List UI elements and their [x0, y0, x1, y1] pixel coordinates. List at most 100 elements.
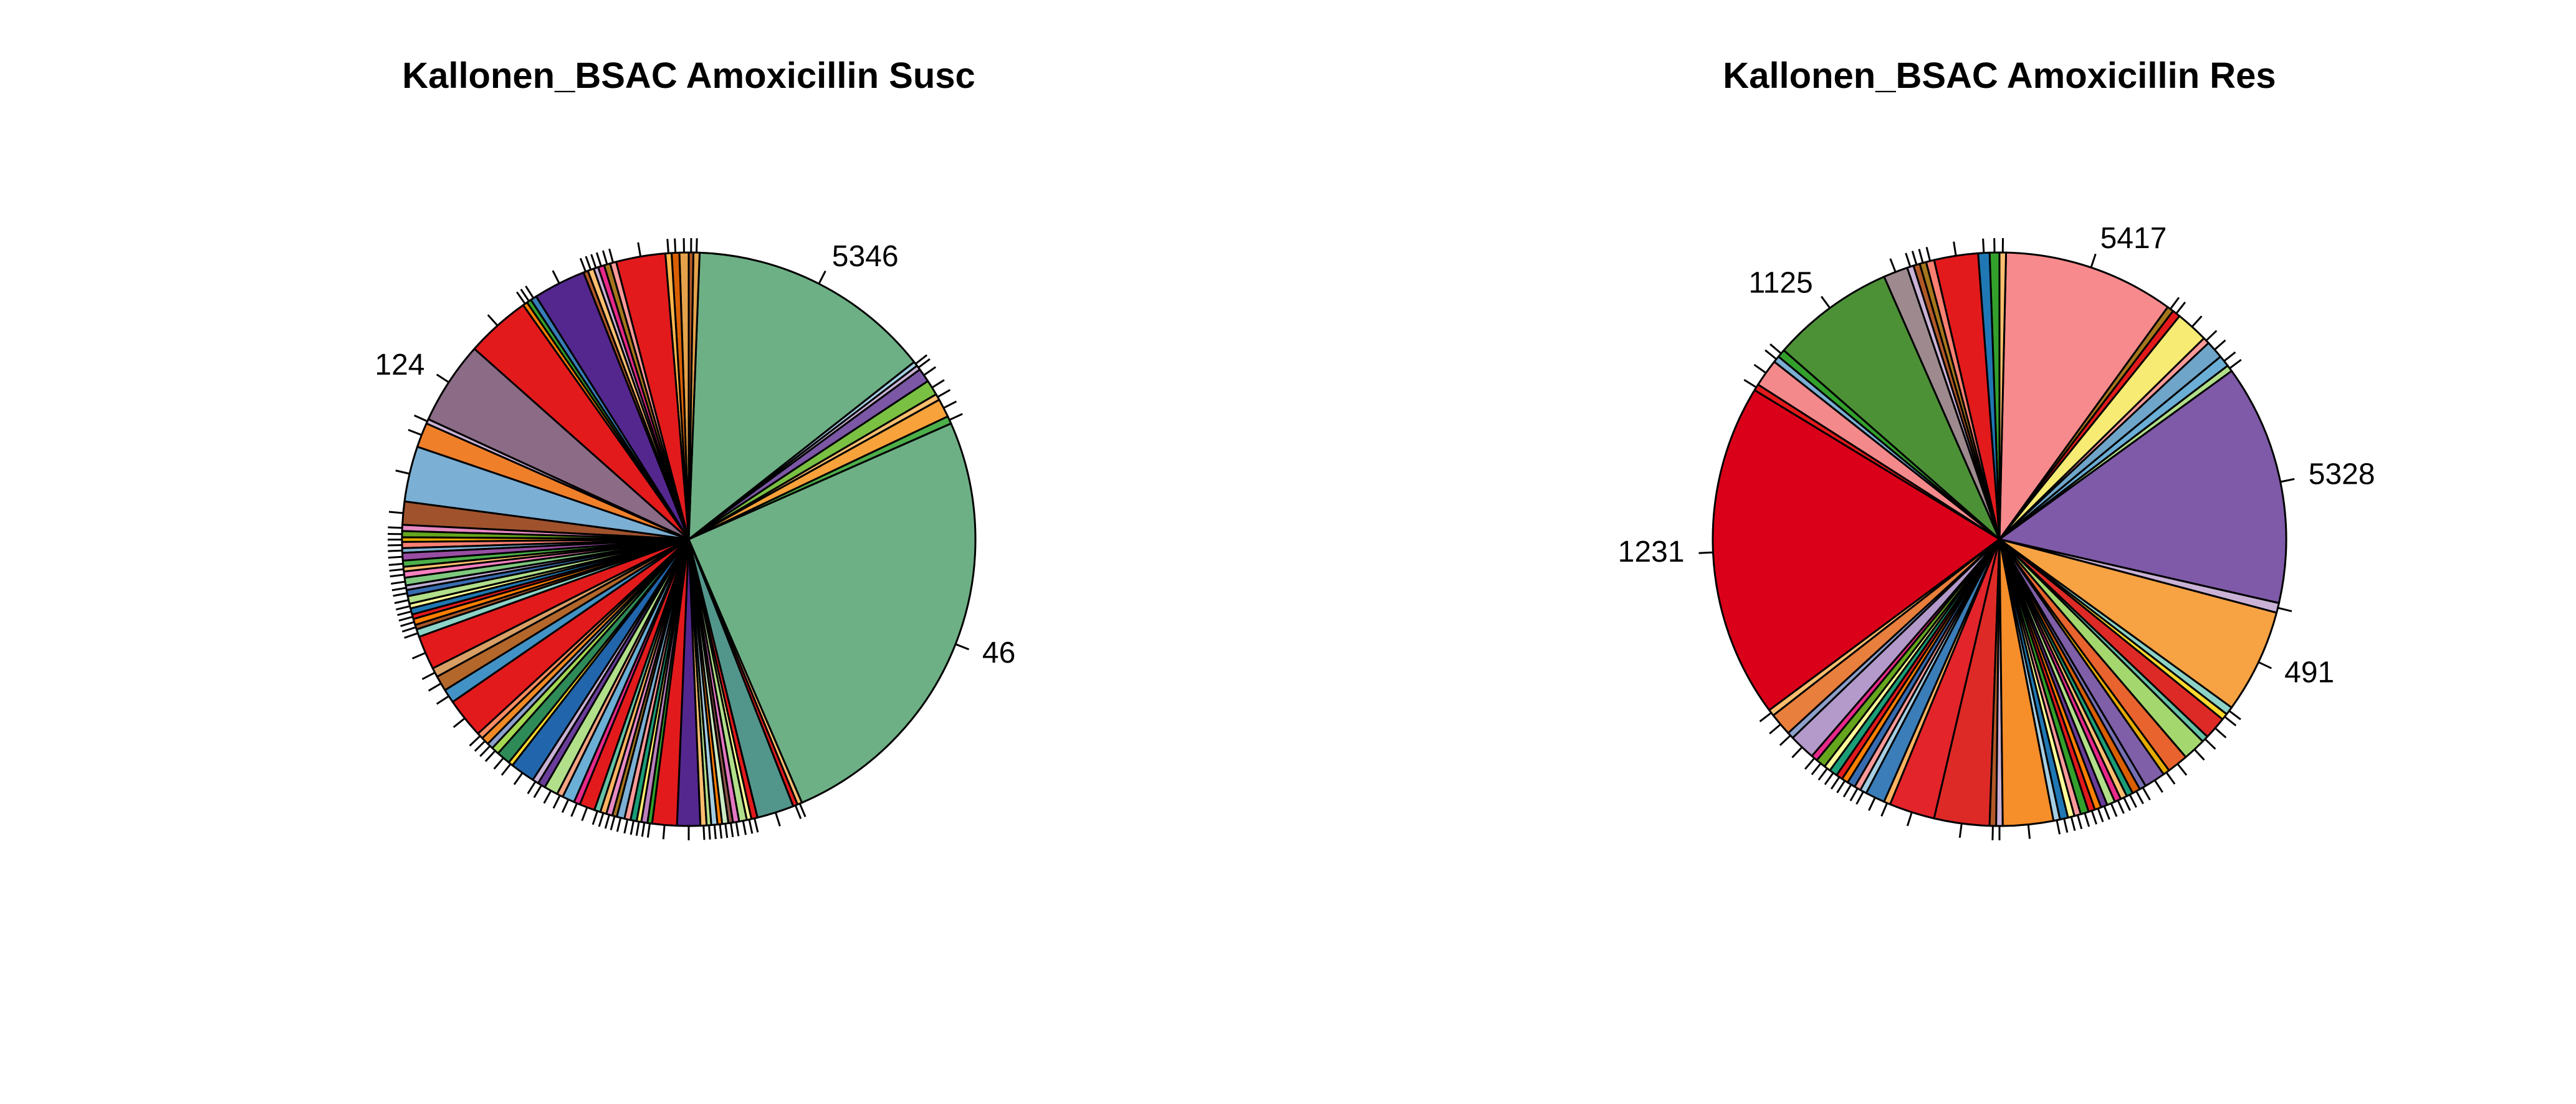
pie-label-tick [818, 270, 826, 284]
pie-label-tick [608, 248, 615, 263]
pie-label-tick [585, 256, 592, 271]
pie-label-tick [2205, 330, 2218, 342]
pie-label-tick [713, 825, 717, 840]
pie-label-tick [1925, 247, 1932, 262]
pie-label-tick [674, 238, 677, 253]
pie-label-tick [2204, 738, 2216, 750]
pie-label-tick [742, 820, 747, 835]
pie-label-tick [646, 823, 651, 838]
pie-label-tick [527, 780, 537, 794]
pie-label-tick [1953, 241, 1957, 256]
pie-label-tick [1830, 776, 1841, 790]
pie-label-tick [630, 820, 635, 835]
pie-label-tick [398, 615, 413, 622]
pie-label-tick [748, 819, 754, 834]
pie-label-tick [395, 605, 411, 611]
chart-title-right: Kallonen_BSAC Amoxicillin Res [1723, 55, 2276, 96]
pie-label-tick [917, 358, 931, 368]
pie-label-tick [397, 610, 412, 617]
pie-label-tick [2214, 727, 2227, 739]
pie-label-tick [400, 621, 415, 627]
pie-label-tick [2097, 808, 2104, 823]
pie-label-tick [561, 799, 570, 814]
pie-label-tick [452, 718, 466, 728]
pie-label-tick [616, 817, 622, 832]
pie-label-tick [394, 599, 409, 604]
pie-label-tick [389, 568, 404, 572]
pie-label-tick [637, 242, 642, 257]
pie-label-tick [1855, 791, 1864, 805]
pie-label-tick [1779, 734, 1791, 746]
pie-label-tick [552, 270, 560, 284]
pie-label-tick [598, 812, 605, 827]
pie-label-tick [943, 400, 957, 409]
pie-label-tick [2135, 790, 2144, 805]
pie-label-tick [388, 549, 403, 552]
pie-label-tick [2142, 787, 2151, 801]
pie-label-tick [604, 814, 611, 829]
pie-label-tick [2056, 820, 2061, 835]
pie-label-tick [595, 252, 602, 267]
pie-label-tick [798, 803, 807, 817]
pie-label-tick [408, 429, 422, 436]
pie-label-tick [1811, 762, 1822, 775]
pie-slice [1712, 389, 2001, 711]
pie-label-tick [1880, 802, 1889, 817]
pie-label-tick [1817, 767, 1828, 781]
pie-label-tick [1849, 787, 1859, 802]
pie-chart-res: 1125 1231 491 5328 5417 [1618, 222, 2375, 840]
pie-label-tick [2063, 818, 2069, 833]
pie-label-tick [591, 810, 598, 825]
pie-label-tick [513, 772, 524, 785]
pie-label-tick [2228, 710, 2241, 721]
pie-label-tick [931, 379, 945, 389]
pie-label-tick [436, 695, 449, 705]
pie-label-tick [388, 526, 403, 529]
pie-label-tick [552, 795, 561, 809]
pie-label-tick [949, 413, 963, 421]
pie-label-tick [1824, 772, 1834, 785]
pie-label-tick [2070, 816, 2076, 831]
pie-slice-label: 124 [375, 348, 424, 382]
pie-label-tick [520, 289, 530, 302]
pie-label-tick [487, 314, 499, 327]
pie-label-tick [401, 626, 416, 633]
pie-label-tick [1842, 784, 1852, 798]
pie-label-tick [581, 807, 588, 822]
pie-slice [687, 422, 977, 804]
pie-label-tick [1906, 812, 1913, 827]
pie-label-tick [2153, 779, 2163, 793]
pie-label-tick [474, 740, 486, 752]
pie-label-tick [2027, 824, 2031, 839]
pie-label-tick [1769, 343, 1782, 355]
pie-label-tick [2103, 805, 2110, 820]
pie-label-tick [774, 812, 781, 827]
pie-label-tick [391, 580, 406, 585]
pie-slice [1783, 276, 2001, 540]
pie-label-tick [724, 823, 729, 838]
pie-label-tick [533, 784, 542, 799]
pie-label-tick [635, 821, 640, 836]
pie-label-tick [1911, 251, 1918, 266]
pie-label-tick [2128, 794, 2137, 808]
pie-slice-label: 1231 [1618, 535, 1685, 569]
pie-label-tick [666, 239, 669, 254]
pie-label-tick [1868, 797, 1876, 811]
pie-label-tick [493, 757, 504, 770]
pie-label-tick [623, 819, 629, 834]
pie-label-tick [411, 651, 426, 660]
pie-label-tick [1889, 258, 1897, 272]
pie-label-tick [390, 574, 405, 578]
pie-slice-label: 5346 [832, 240, 899, 273]
pie-label-tick [2193, 749, 2205, 761]
pie-label-tick [955, 643, 970, 651]
pie-label-tick [1764, 349, 1777, 360]
pie-label-tick [2277, 607, 2292, 613]
pie-label-tick [2258, 661, 2272, 670]
pie-label-tick [2229, 358, 2242, 369]
pie-label-tick [1958, 823, 1963, 838]
pie-label-tick [610, 815, 616, 830]
pie-label-tick [570, 803, 578, 817]
pie-label-tick [1905, 252, 1912, 267]
